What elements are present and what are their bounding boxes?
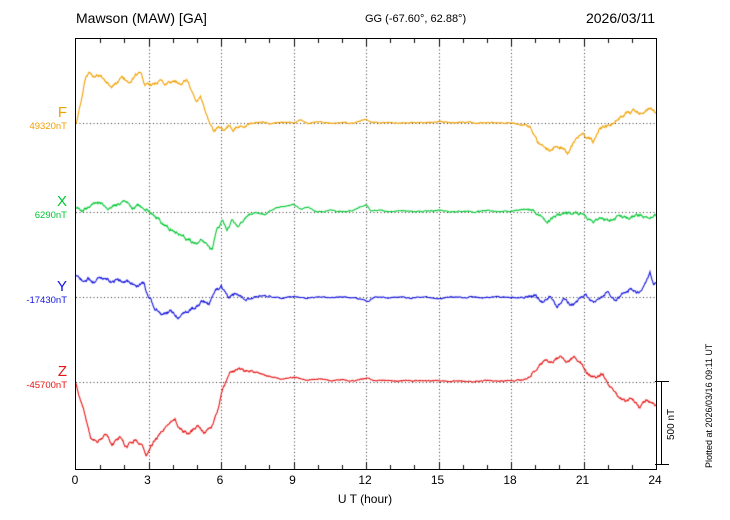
x-tick-label-0: 0 xyxy=(71,473,79,487)
x-tick-label-21: 21 xyxy=(575,473,590,487)
trace-base-value: -17430nT xyxy=(26,295,67,306)
trace-label-Z: Z -45700nT xyxy=(12,364,67,391)
trace-name: Y xyxy=(56,278,67,295)
trace-name: X xyxy=(56,193,67,210)
plot-date: 2026/03/11 xyxy=(585,10,655,26)
scale-bar-line xyxy=(661,381,662,465)
x-tick-label-24: 24 xyxy=(648,473,662,487)
scale-bar xyxy=(655,381,669,465)
x-tick-label-3: 3 xyxy=(144,473,151,487)
plot-area xyxy=(75,38,657,470)
station-title: Mawson (MAW) [GA] xyxy=(76,10,207,26)
x-tick-label-18: 18 xyxy=(503,473,517,487)
trace-name: F xyxy=(57,104,67,121)
trace-base-value: 49320nT xyxy=(29,121,67,132)
trace-base-value: -45700nT xyxy=(26,380,67,391)
x-tick-label-6: 6 xyxy=(216,473,224,487)
gg-coordinates: GG (-67.60°, 62.88°) xyxy=(365,13,467,25)
plot-canvas xyxy=(76,39,656,469)
scale-bar-top-cap xyxy=(655,381,669,382)
x-axis-title: U T (hour) xyxy=(337,492,393,506)
plotted-at-note: Plotted at 2026/03/16 09:11 UT xyxy=(704,343,714,468)
scale-bar-label: 500 nT xyxy=(666,408,677,440)
scale-bar-bottom-cap xyxy=(655,464,669,465)
trace-label-Y: Y -17430nT xyxy=(12,279,67,306)
trace-label-X: X 6290nT xyxy=(12,194,67,221)
trace-base-value: 6290nT xyxy=(34,210,67,221)
x-tick-label-15: 15 xyxy=(430,473,445,487)
trace-name: Z xyxy=(57,363,67,380)
trace-label-F: F 49320nT xyxy=(12,105,67,132)
x-tick-label-12: 12 xyxy=(358,473,372,487)
x-tick-label-9: 9 xyxy=(289,473,296,487)
